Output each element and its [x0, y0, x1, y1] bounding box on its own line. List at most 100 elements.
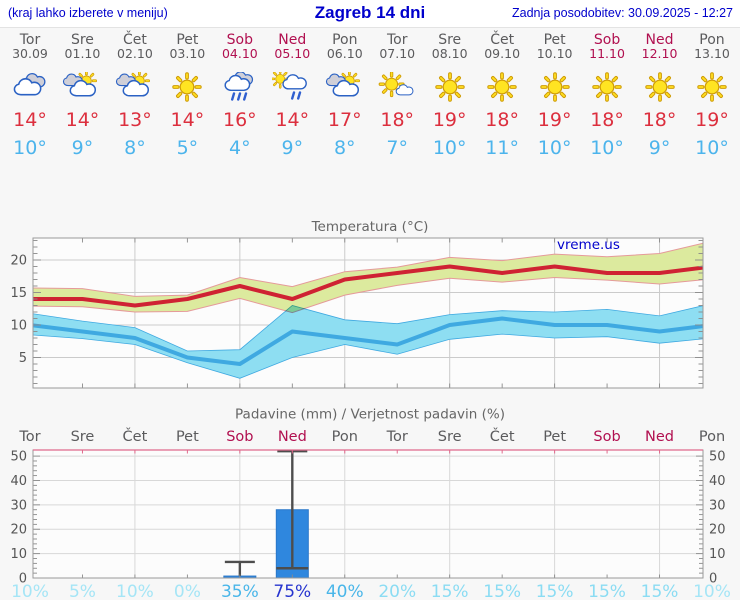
location-menu-hint: (kraj lahko izberete v meniju) — [8, 6, 168, 20]
temp-ytick-label: 10 — [10, 319, 27, 334]
page-header: (kraj lahko izberete v meniju) Zagreb 14… — [0, 0, 740, 28]
max-temperature-value: 14° — [170, 109, 205, 131]
day-date-label: 07.10 — [379, 46, 416, 61]
max-temperature-value: 14° — [13, 109, 47, 131]
precip-day-label: Tor — [386, 429, 408, 445]
precip-day-label: Sre — [438, 429, 462, 445]
precip-ytick-label-right: 50 — [709, 450, 726, 465]
sunny-icon — [587, 72, 627, 102]
forecast-day-column: Tor 30.09 14° 10° — [2, 33, 58, 160]
sunny-icon — [640, 72, 680, 102]
day-name-label: Pet — [543, 32, 566, 48]
tmin-line — [33, 316, 703, 366]
precip-ytick-label-right: 30 — [709, 498, 726, 513]
temperature-chart: Temperatura (°C) 5 10 15 20 — [10, 219, 704, 389]
precip-probability-label: 5% — [69, 582, 96, 600]
page-title: Zagreb 14 dni — [314, 3, 426, 22]
precip-probability-label: 75% — [273, 582, 311, 600]
sun-cloud-icon — [115, 72, 155, 102]
precip-day-label: Pet — [543, 429, 566, 445]
max-temperature-value: 18° — [590, 109, 624, 131]
max-temperature-value: 14° — [275, 109, 310, 131]
precip-probability-label: 10% — [11, 582, 49, 600]
forecast-day-column: Pet 10.10 19° 10° — [527, 33, 583, 160]
max-temperature-value: 18° — [642, 109, 677, 131]
precip-day-label: Sob — [593, 429, 620, 445]
precip-ytick-label-left: 0 — [19, 572, 27, 587]
precip-ytick-label-right: 10 — [709, 547, 726, 562]
day-date-label: 12.10 — [641, 46, 678, 61]
temperature-chart-title: Temperatura (°C) — [311, 219, 429, 235]
forecast-day-column: Sre 08.10 19° 10° — [422, 33, 478, 160]
sun-rain-icon — [272, 72, 312, 102]
precip-probability-label: 40% — [326, 582, 364, 600]
day-date-label: 13.10 — [694, 46, 730, 61]
forecast-day-column: Pon 13.10 19° 10° — [684, 33, 740, 160]
day-date-label: 04.10 — [221, 46, 258, 61]
sun-cloud-icon — [325, 72, 365, 102]
forecast-day-column: Ned 05.10 14° 9° — [264, 33, 320, 160]
day-name-label: Tor — [386, 32, 408, 48]
precip-day-label: Čet — [490, 427, 515, 445]
precip-ytick-label-right: 40 — [709, 474, 726, 489]
precip-day-label: Čet — [123, 427, 148, 445]
max-temperature-value: 16° — [223, 109, 257, 131]
day-date-label: 03.10 — [169, 46, 206, 61]
day-name-label: Čet — [490, 32, 515, 48]
forecast-day-column: Pon 06.10 17° 8° — [317, 33, 373, 160]
temp-ytick-label: 15 — [10, 286, 27, 301]
precip-probability-label: 10% — [116, 582, 154, 600]
precip-probability-label: 15% — [483, 582, 521, 600]
precip-ytick-label-right: 0 — [709, 572, 717, 587]
day-date-label: 30.09 — [12, 46, 48, 61]
max-temperature-value: 13° — [118, 109, 152, 131]
max-temperature-value: 18° — [380, 109, 415, 131]
precip-probability-label: 20% — [378, 582, 416, 600]
precip-day-label: Pon — [332, 429, 358, 445]
day-name-label: Sob — [593, 32, 621, 48]
precip-ytick-label-left: 30 — [10, 498, 27, 513]
precip-ytick-label-left: 10 — [10, 547, 27, 562]
precipitation-chart: Padavine (mm) / Verjetnost padavin (%) To… — [10, 407, 730, 600]
rain-icon — [220, 72, 260, 102]
max-temperature-value: 18° — [485, 109, 519, 131]
min-temperature-value: 10° — [695, 137, 729, 159]
precip-probability-label: 15% — [431, 582, 469, 600]
cloudy-icon — [10, 72, 50, 102]
precip-day-label: Pet — [176, 429, 199, 445]
vreme-us-watermark-link[interactable]: vreme.us — [557, 237, 620, 253]
precip-ytick-label-right: 20 — [709, 523, 726, 538]
forecast-day-column: Tor 07.10 18° 7° — [369, 33, 425, 160]
day-date-label: 08.10 — [431, 46, 468, 61]
day-date-label: 02.10 — [117, 46, 153, 61]
forecast-day-column: Čet 09.10 18° 11° — [474, 33, 530, 160]
min-temperature-value: 9° — [648, 137, 671, 159]
day-name-label: Sob — [226, 32, 254, 48]
day-name-label: Pet — [176, 32, 199, 48]
min-temperature-value: 10° — [432, 137, 467, 159]
precip-probability-label: 35% — [221, 582, 259, 600]
precip-day-label: Sob — [226, 429, 253, 445]
max-temperature-value: 19° — [537, 109, 572, 131]
forecast-day-column: Ned 12.10 18° 9° — [632, 33, 688, 160]
precip-probability-label: 15% — [536, 582, 574, 600]
min-temperature-value: 10° — [590, 137, 624, 159]
forecast-day-column: Čet 02.10 13° 8° — [107, 33, 163, 160]
day-date-label: 11.10 — [589, 46, 625, 61]
sun-cloud-icon — [62, 72, 102, 102]
day-name-label: Ned — [278, 32, 307, 48]
min-temperature-value: 7° — [386, 137, 409, 159]
max-temperature-value: 19° — [695, 109, 729, 131]
forecast-day-column: Sre 01.10 14° 9° — [54, 33, 110, 160]
min-temperature-value: 11° — [485, 137, 519, 159]
precip-day-label: Ned — [278, 429, 307, 445]
max-temperature-value: 14° — [65, 109, 100, 131]
precip-day-label: Ned — [645, 429, 674, 445]
temp-ytick-label: 5 — [19, 351, 27, 366]
min-temperature-value: 4° — [229, 137, 251, 159]
day-name-label: Tor — [19, 32, 41, 48]
precip-probability-label: 0% — [174, 582, 201, 600]
min-temperature-value: 9° — [71, 137, 94, 159]
precip-ytick-label-left: 50 — [10, 450, 27, 465]
